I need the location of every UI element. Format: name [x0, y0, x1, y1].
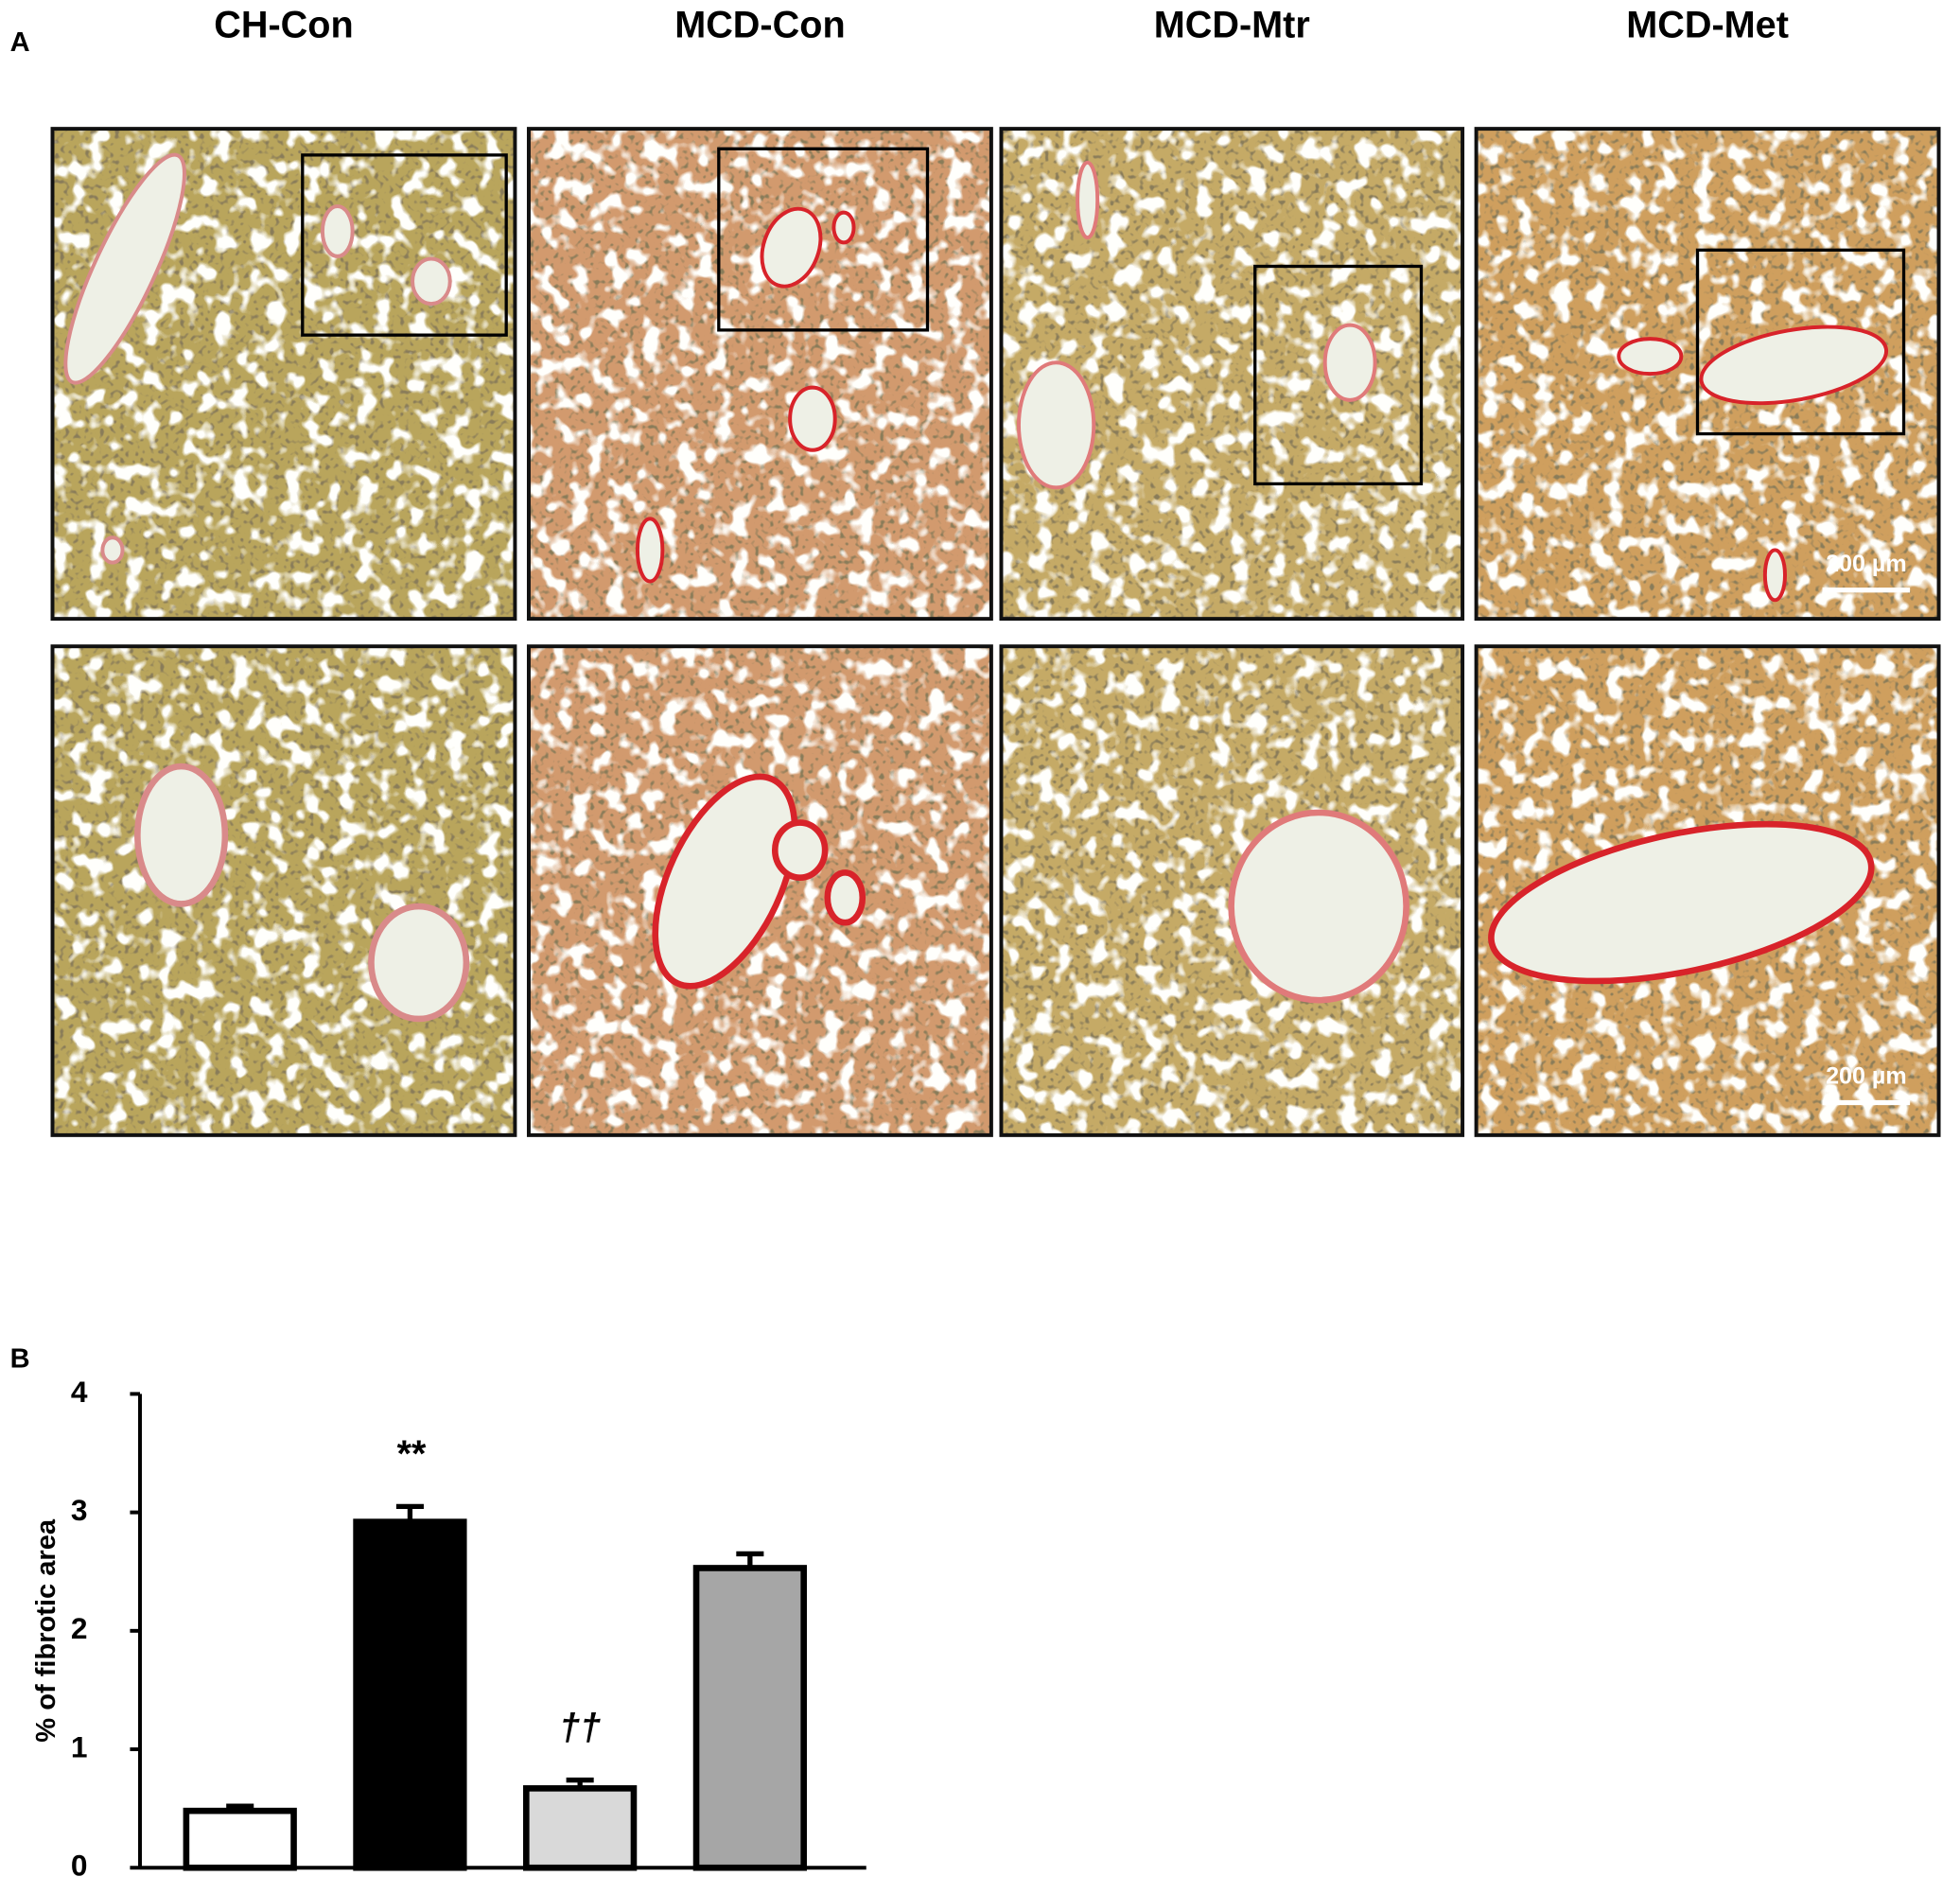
vessel — [411, 256, 452, 307]
vessel — [1016, 360, 1096, 490]
vessel — [100, 535, 125, 565]
vessel — [368, 903, 470, 1023]
vessel — [1488, 820, 1875, 985]
micrograph — [999, 644, 1465, 1137]
y-tick-label: 0 — [71, 1849, 88, 1883]
bar — [523, 1785, 638, 1871]
vessel — [134, 763, 229, 907]
panel-frame — [999, 644, 1465, 1137]
micrograph — [50, 644, 517, 1137]
vessel — [63, 152, 186, 385]
panel-frame — [526, 644, 993, 1137]
micrograph — [1474, 644, 1941, 1137]
inset-box — [717, 147, 930, 332]
vessel — [771, 819, 829, 881]
panel-label: B — [10, 1343, 30, 1374]
vessel — [635, 517, 665, 584]
scale-bar-label: 200 µm — [1826, 1063, 1907, 1090]
panel-frame — [526, 127, 993, 622]
vessel — [788, 385, 837, 452]
vessel — [652, 773, 798, 990]
y-tick-label: 4 — [71, 1375, 88, 1409]
vessel — [1762, 548, 1787, 603]
column-label: MCD-Con — [674, 5, 845, 46]
micrograph — [50, 127, 517, 622]
annotation: ** — [395, 1433, 426, 1475]
column-label: MCD-Mtr — [1154, 5, 1310, 46]
column-label: MCD-Met — [1626, 5, 1789, 46]
panel-frame — [1474, 127, 1941, 622]
micrograph — [526, 644, 993, 1137]
tissue-gaps — [52, 646, 516, 1135]
panel-label: A — [10, 27, 30, 58]
bar — [353, 1518, 467, 1871]
micrograph — [1474, 127, 1941, 622]
micrograph — [999, 127, 1465, 622]
tissue-gaps — [528, 129, 991, 620]
vessel — [824, 869, 866, 926]
inset-box — [301, 153, 508, 337]
vessel — [760, 206, 823, 289]
vessel — [1228, 809, 1409, 1004]
scale-bar-label: 200 µm — [1826, 551, 1907, 577]
panel-frame — [50, 127, 517, 622]
vessel — [1322, 323, 1377, 402]
y-tick-label: 3 — [71, 1493, 88, 1527]
vessel — [320, 204, 355, 258]
bar — [692, 1565, 807, 1871]
y-tick-label: 2 — [71, 1611, 88, 1645]
inset-box — [1695, 248, 1906, 436]
y-axis-title: % of fibrotic area — [31, 1518, 61, 1743]
annotation: †† — [559, 1707, 601, 1748]
vessel — [1076, 160, 1100, 240]
vessel — [1617, 337, 1684, 377]
panel-frame — [999, 127, 1465, 622]
column-label: CH-Con — [214, 5, 353, 46]
micrograph — [526, 127, 993, 622]
panel-frame — [1474, 644, 1941, 1137]
panel-frame — [50, 644, 517, 1137]
inset-box — [1253, 264, 1424, 486]
bar — [183, 1807, 297, 1871]
vessel — [1699, 324, 1889, 406]
y-tick-label: 1 — [71, 1729, 88, 1763]
vessel — [831, 210, 856, 245]
